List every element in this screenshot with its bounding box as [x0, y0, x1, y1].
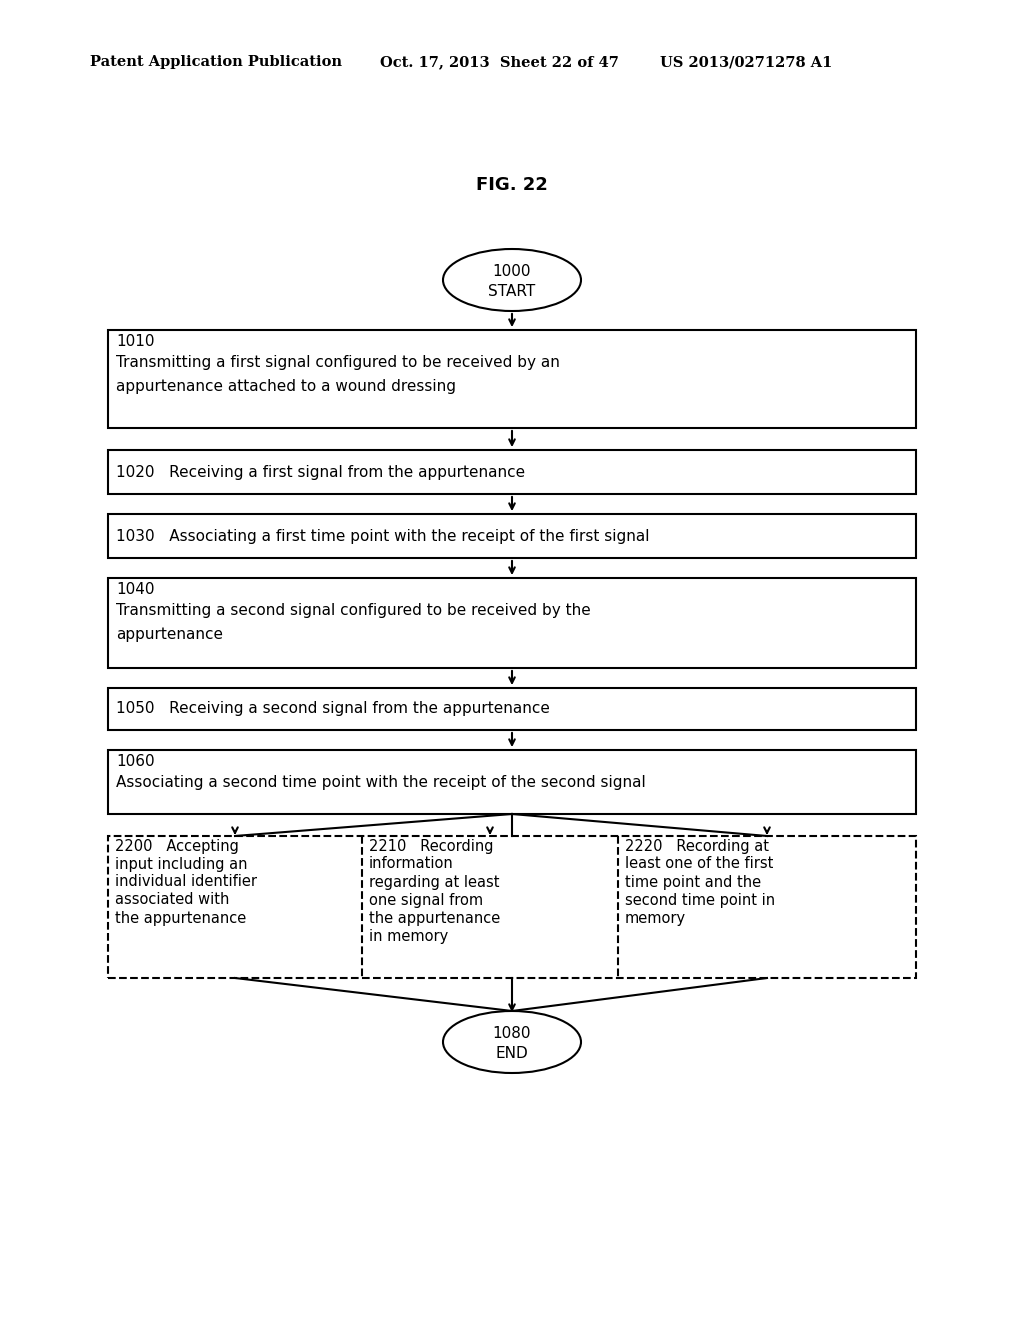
Text: 2200   Accepting: 2200 Accepting	[115, 838, 239, 854]
Bar	[108, 513, 916, 558]
Text: Associating a second time point with the receipt of the second signal: Associating a second time point with the…	[116, 776, 646, 791]
Text: information: information	[369, 857, 454, 871]
Bar	[108, 836, 916, 978]
Text: 1050   Receiving a second signal from the appurtenance: 1050 Receiving a second signal from the …	[116, 701, 550, 717]
Text: 1040: 1040	[116, 582, 155, 597]
Text: memory: memory	[625, 911, 686, 925]
Bar	[108, 688, 916, 730]
Text: regarding at least: regarding at least	[369, 874, 500, 890]
Text: least one of the first: least one of the first	[625, 857, 773, 871]
Text: in memory: in memory	[369, 928, 449, 944]
Text: END: END	[496, 1045, 528, 1060]
Text: 1060: 1060	[116, 754, 155, 768]
Text: Oct. 17, 2013  Sheet 22 of 47: Oct. 17, 2013 Sheet 22 of 47	[380, 55, 618, 69]
Text: time point and the: time point and the	[625, 874, 761, 890]
Text: second time point in: second time point in	[625, 892, 775, 908]
Text: 2210   Recording: 2210 Recording	[369, 838, 494, 854]
Text: appurtenance: appurtenance	[116, 627, 223, 643]
Text: appurtenance attached to a wound dressing: appurtenance attached to a wound dressin…	[116, 380, 456, 395]
Text: 1000: 1000	[493, 264, 531, 279]
Text: input including an: input including an	[115, 857, 248, 871]
Text: US 2013/0271278 A1: US 2013/0271278 A1	[660, 55, 833, 69]
Bar	[108, 450, 916, 494]
Bar	[108, 578, 916, 668]
Bar	[108, 330, 916, 428]
Text: 1020   Receiving a first signal from the appurtenance: 1020 Receiving a first signal from the a…	[116, 465, 525, 479]
Text: 2220   Recording at: 2220 Recording at	[625, 838, 769, 854]
Bar	[108, 750, 916, 814]
Ellipse shape	[443, 249, 581, 312]
Text: 1010: 1010	[116, 334, 155, 348]
Ellipse shape	[443, 1011, 581, 1073]
Text: Transmitting a first signal configured to be received by an: Transmitting a first signal configured t…	[116, 355, 560, 371]
Text: the appurtenance: the appurtenance	[369, 911, 501, 925]
Text: Transmitting a second signal configured to be received by the: Transmitting a second signal configured …	[116, 603, 591, 619]
Text: the appurtenance: the appurtenance	[115, 911, 246, 925]
Text: 1030   Associating a first time point with the receipt of the first signal: 1030 Associating a first time point with…	[116, 528, 649, 544]
Text: START: START	[488, 284, 536, 298]
Text: individual identifier: individual identifier	[115, 874, 257, 890]
Text: FIG. 22: FIG. 22	[476, 176, 548, 194]
Text: 1080: 1080	[493, 1026, 531, 1040]
Text: one signal from: one signal from	[369, 892, 483, 908]
Text: associated with: associated with	[115, 892, 229, 908]
Text: Patent Application Publication: Patent Application Publication	[90, 55, 342, 69]
